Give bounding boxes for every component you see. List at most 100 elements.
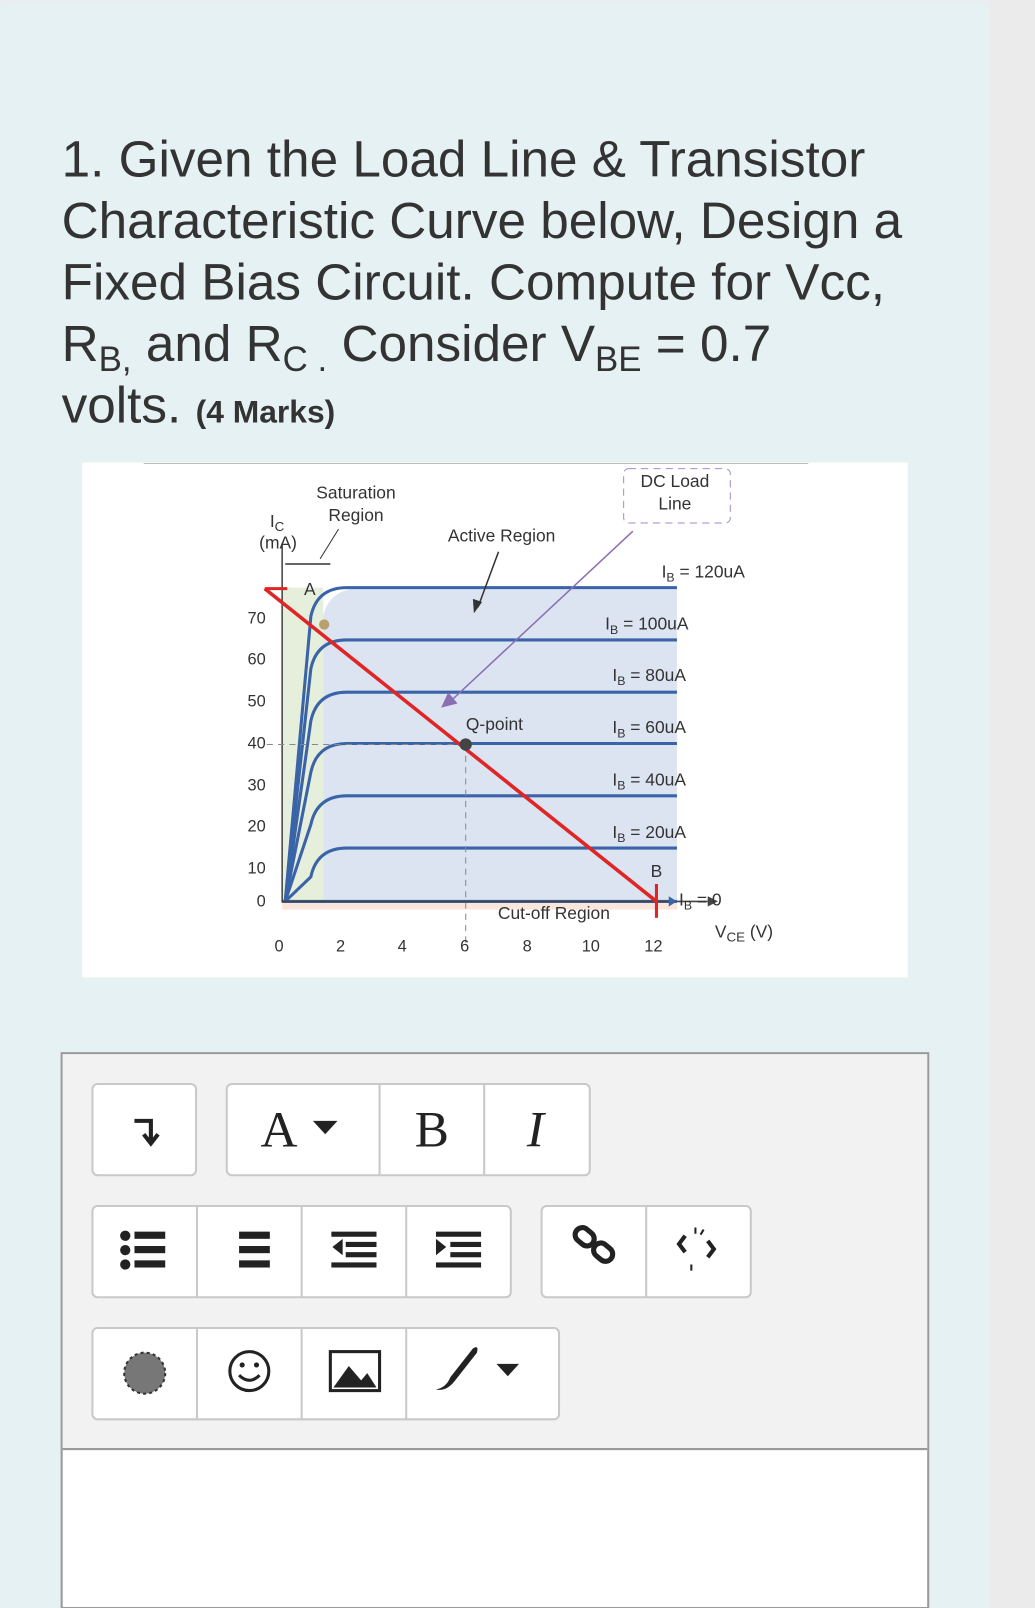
- arrow-head: [441, 692, 458, 708]
- list-icons: [120, 1230, 482, 1270]
- rect: [450, 1252, 482, 1258]
- icon: [253, 1362, 260, 1368]
- subscript: B: [617, 779, 625, 793]
- x-tick-label: 6: [460, 938, 469, 956]
- question-line: volts. (4 Marks): [62, 377, 336, 434]
- question-line: RB, and RC . Consider VBE = 0.7: [62, 315, 772, 379]
- button-group: [225, 1082, 591, 1177]
- subscript: C: [275, 519, 285, 534]
- text: V: [715, 921, 727, 941]
- icon: [237, 1374, 261, 1382]
- rect: [134, 1260, 166, 1268]
- subscript: B: [610, 623, 618, 637]
- arrow-head: [472, 598, 483, 614]
- rect: [331, 1262, 377, 1268]
- ib-curve: [283, 741, 677, 902]
- text: volts.: [62, 377, 182, 434]
- ib-label: IB = 20uA: [612, 822, 686, 845]
- polygon: [435, 1238, 447, 1256]
- ib-curve: [283, 586, 677, 902]
- subscript: B: [617, 674, 625, 688]
- text: = 60uA: [625, 717, 686, 737]
- label: Region: [328, 505, 383, 525]
- x-tick-label: 2: [336, 938, 345, 956]
- bold-button[interactable]: B: [415, 1102, 449, 1159]
- subscript: B: [617, 726, 625, 740]
- path: [690, 1227, 705, 1271]
- path: [676, 1234, 717, 1259]
- button-group: [91, 1327, 561, 1421]
- label-box: [623, 468, 731, 524]
- x-tick-label: 8: [523, 938, 532, 956]
- text: I: [612, 822, 617, 842]
- text: Consider V: [327, 315, 595, 372]
- text: = 0.7: [642, 315, 772, 372]
- label: Saturation: [316, 482, 395, 502]
- rect: [345, 1252, 377, 1258]
- font-button[interactable]: A: [261, 1102, 298, 1159]
- circle: [120, 1230, 131, 1241]
- rect: [134, 1245, 166, 1254]
- subscript: BE: [595, 340, 642, 379]
- subscript: B: [666, 570, 674, 584]
- label: DC Load: [641, 471, 710, 491]
- text: = 100uA: [618, 614, 689, 634]
- text: R: [62, 315, 99, 372]
- figure: Saturation Region IC (mA) Active Region …: [82, 462, 908, 978]
- label: Q-point: [466, 714, 523, 734]
- text: = 0: [692, 890, 722, 910]
- cutoff-shade: [282, 901, 677, 910]
- circle: [120, 1244, 131, 1256]
- icon: [239, 1362, 245, 1368]
- collapse-button[interactable]: [91, 1082, 198, 1177]
- label: IC: [270, 511, 285, 534]
- subscript: B: [617, 831, 625, 845]
- ib-label: IB = 40uA: [612, 770, 686, 793]
- separators: [196, 1328, 408, 1420]
- rect: [239, 1231, 270, 1239]
- ib-curve: [284, 846, 677, 903]
- text: I: [612, 770, 617, 790]
- rect: [450, 1241, 482, 1248]
- text: I: [270, 511, 275, 531]
- brush-icon: [435, 1347, 478, 1390]
- y-tick-label: 60: [248, 651, 266, 669]
- polygon: [332, 1238, 343, 1256]
- y-tick-label: 0: [257, 893, 266, 911]
- ib-curve: [283, 794, 677, 902]
- rect: [331, 1231, 377, 1237]
- text: I: [612, 665, 617, 685]
- text: = 80uA: [625, 665, 686, 685]
- text: I: [662, 561, 667, 581]
- text: I: [612, 717, 617, 737]
- text: and R: [132, 315, 283, 372]
- rect: [572, 1225, 597, 1249]
- axis-arrow: [707, 896, 718, 907]
- arrow: [450, 530, 634, 701]
- ib-label: IB = 100uA: [605, 614, 689, 637]
- x-tick-label: 0: [275, 938, 284, 956]
- arrow-head: [668, 896, 677, 907]
- image-icon: [328, 1350, 382, 1393]
- text: = 120uA: [675, 561, 746, 581]
- ib-label: IB = 80uA: [612, 665, 686, 688]
- text: I: [605, 614, 610, 634]
- rect: [239, 1260, 270, 1268]
- text: (V): [745, 921, 773, 941]
- text: = 40uA: [625, 770, 686, 790]
- x-tick-label: 4: [398, 938, 407, 956]
- subscript: C .: [283, 340, 328, 379]
- y-tick-label: 50: [248, 693, 266, 711]
- curves: [282, 586, 677, 903]
- y-tick-label: 20: [248, 818, 266, 836]
- label: A: [304, 579, 316, 599]
- italic-button[interactable]: I: [526, 1102, 547, 1159]
- subscript: B,: [99, 340, 132, 379]
- question-line: Fixed Bias Circuit. Compute for Vcc,: [62, 253, 885, 310]
- text: = 20uA: [625, 822, 686, 842]
- ib-label: IB = 0: [679, 890, 722, 913]
- icon: [123, 1351, 167, 1395]
- marks: (4 Marks): [196, 394, 336, 430]
- y-tick-label: 10: [248, 860, 266, 878]
